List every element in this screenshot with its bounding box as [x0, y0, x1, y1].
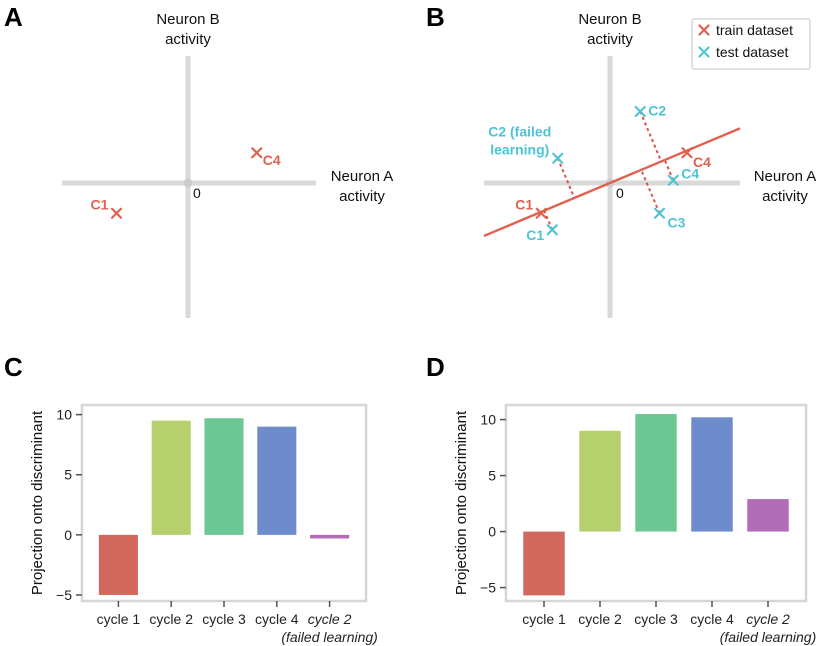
panel-b-xlabel-line2: activity: [762, 188, 808, 205]
panel-b-point-label-c4-train: C4: [693, 154, 711, 170]
discriminant-line: [483, 127, 741, 238]
panel-a-point-label-c4: C4: [263, 152, 281, 168]
panel-c-xtick-label-2-line1: cycle 3: [202, 611, 246, 627]
panel-d-ytick-label-2: 5: [488, 468, 496, 484]
panel-b-point-c2-failed-learning-test: [552, 152, 564, 164]
panel-label-a: A: [4, 2, 23, 32]
panel-a-scatter: 0 Neuron B activity Neuron A activity C1…: [62, 11, 393, 318]
legend-marker-test-dataset: [698, 46, 710, 58]
panel-a-point-c1-train: [110, 207, 123, 219]
panel-a-ylabel-line1: Neuron B: [156, 11, 219, 28]
panel-d-xtick-label-4-line1: cycle 2: [746, 611, 790, 627]
panel-b-point-label-c3-test: C3: [668, 214, 686, 230]
panel-c-ytick-label-0: −5: [56, 587, 72, 603]
legend-label-train-dataset: train dataset: [716, 22, 793, 38]
panel-d-xtick-label-0-line1: cycle 1: [522, 611, 566, 627]
panel-a-xlabel-line2: activity: [339, 188, 385, 205]
panel-c-xtick-label-4-line1: cycle 2: [308, 611, 352, 627]
panel-b-xlabel-line1: Neuron A: [754, 168, 817, 185]
projection-line-c2-failed-learning: [556, 157, 576, 199]
projection-line-c2: [639, 111, 663, 162]
panel-a-origin-label: 0: [193, 185, 201, 201]
panel-b-point-c1-test: [546, 224, 558, 236]
projection-line-c4: [663, 159, 675, 181]
panel-b-point-label-c2-test: C2: [648, 103, 666, 119]
panel-b-point-label-c1-test: C1: [526, 227, 544, 243]
panel-b-point-label-c2-failed-learning-line2: learning): [490, 141, 549, 157]
panel-d-bar-cycle-3: [635, 413, 677, 532]
panel-b-point-c4-test: [667, 174, 679, 186]
panel-c-ytick-label-1: 0: [64, 527, 72, 543]
panel-c-bar-cycle-4: [257, 426, 297, 535]
panel-b-point-c2-test: [634, 105, 646, 118]
panel-d-xtick-label-4-line2: (failed learning): [720, 629, 817, 645]
panel-b-point-c4-train: [681, 147, 693, 159]
panel-d-xtick-label-1-line1: cycle 2: [578, 611, 622, 627]
panel-d-ylabel: Projection onto discriminant: [453, 410, 470, 595]
panel-label-d: D: [426, 352, 445, 382]
panel-b-ylabel-line1: Neuron B: [578, 11, 641, 28]
panel-b-point-label-c4-test: C4: [681, 165, 699, 181]
panel-c-ylabel: Projection onto discriminant: [29, 410, 46, 595]
panel-c-bar-chart: −5 0 5 10 Projection onto discriminant cycle …: [29, 403, 378, 645]
panel-a-ylabel-line2: activity: [165, 31, 211, 48]
panel-label-b: B: [426, 2, 445, 32]
panel-d-bar-cycle-2-failed-learning: [747, 499, 789, 532]
panel-c-bar-cycle-2-failed-learning: [310, 534, 350, 539]
legend-marker-train-dataset: [698, 24, 710, 36]
legend-frame: [691, 18, 811, 70]
panel-d-ytick-label-0: −5: [480, 580, 496, 596]
panel-c-bar-cycle-1: [98, 534, 138, 595]
panel-d-xtick-label-2-line1: cycle 3: [634, 611, 678, 627]
panel-b-origin-label: 0: [616, 185, 624, 201]
panel-b-point-c1-train: [535, 207, 547, 219]
projection-line-c3: [640, 169, 661, 214]
panel-c-bar-cycle-2: [151, 420, 191, 535]
panel-b-point-label-c2-failed-learning-line1: C2 (failed: [488, 123, 551, 139]
panel-label-c: C: [4, 352, 23, 382]
panel-b-ylabel-line2: activity: [587, 31, 633, 48]
panel-c-xtick-label-0-line1: cycle 1: [97, 611, 141, 627]
panel-a-point-c4-train: [251, 147, 263, 159]
panel-c-xtick-label-3-line1: cycle 4: [255, 611, 299, 627]
panel-b-scatter: 0 Neuron B activity Neuron A activity C1…: [483, 11, 817, 318]
panel-d-bar-cycle-1: [523, 531, 565, 596]
panel-b-legend: train dataset test dataset: [691, 18, 811, 70]
panel-a-xlabel-line1: Neuron A: [331, 168, 394, 185]
panel-b-point-c3-test: [653, 207, 666, 219]
panel-c-bar-cycle-3: [204, 418, 244, 535]
panel-c-xtick-label-1-line1: cycle 2: [149, 611, 193, 627]
panel-c-ytick-label-2: 5: [64, 467, 72, 483]
panel-a-point-label-c1: C1: [91, 196, 109, 212]
panel-d-ytick-label-3: 10: [480, 412, 496, 428]
panel-c-ytick-label-3: 10: [56, 407, 72, 423]
panel-d-bar-chart: −5 0 5 10 Projection onto discriminant cycle …: [453, 403, 817, 645]
panel-d-bar-cycle-4: [691, 417, 733, 532]
legend-label-test-dataset: test dataset: [716, 44, 788, 60]
panel-d-bar-cycle-2: [579, 430, 621, 532]
panel-b-point-label-c1-train: C1: [515, 196, 533, 212]
panel-a-origin: [183, 178, 193, 188]
panel-c-xtick-label-4-line2: (failed learning): [281, 629, 378, 645]
panel-d-ytick-label-1: 0: [488, 524, 496, 540]
panel-d-xtick-label-3-line1: cycle 4: [690, 611, 734, 627]
